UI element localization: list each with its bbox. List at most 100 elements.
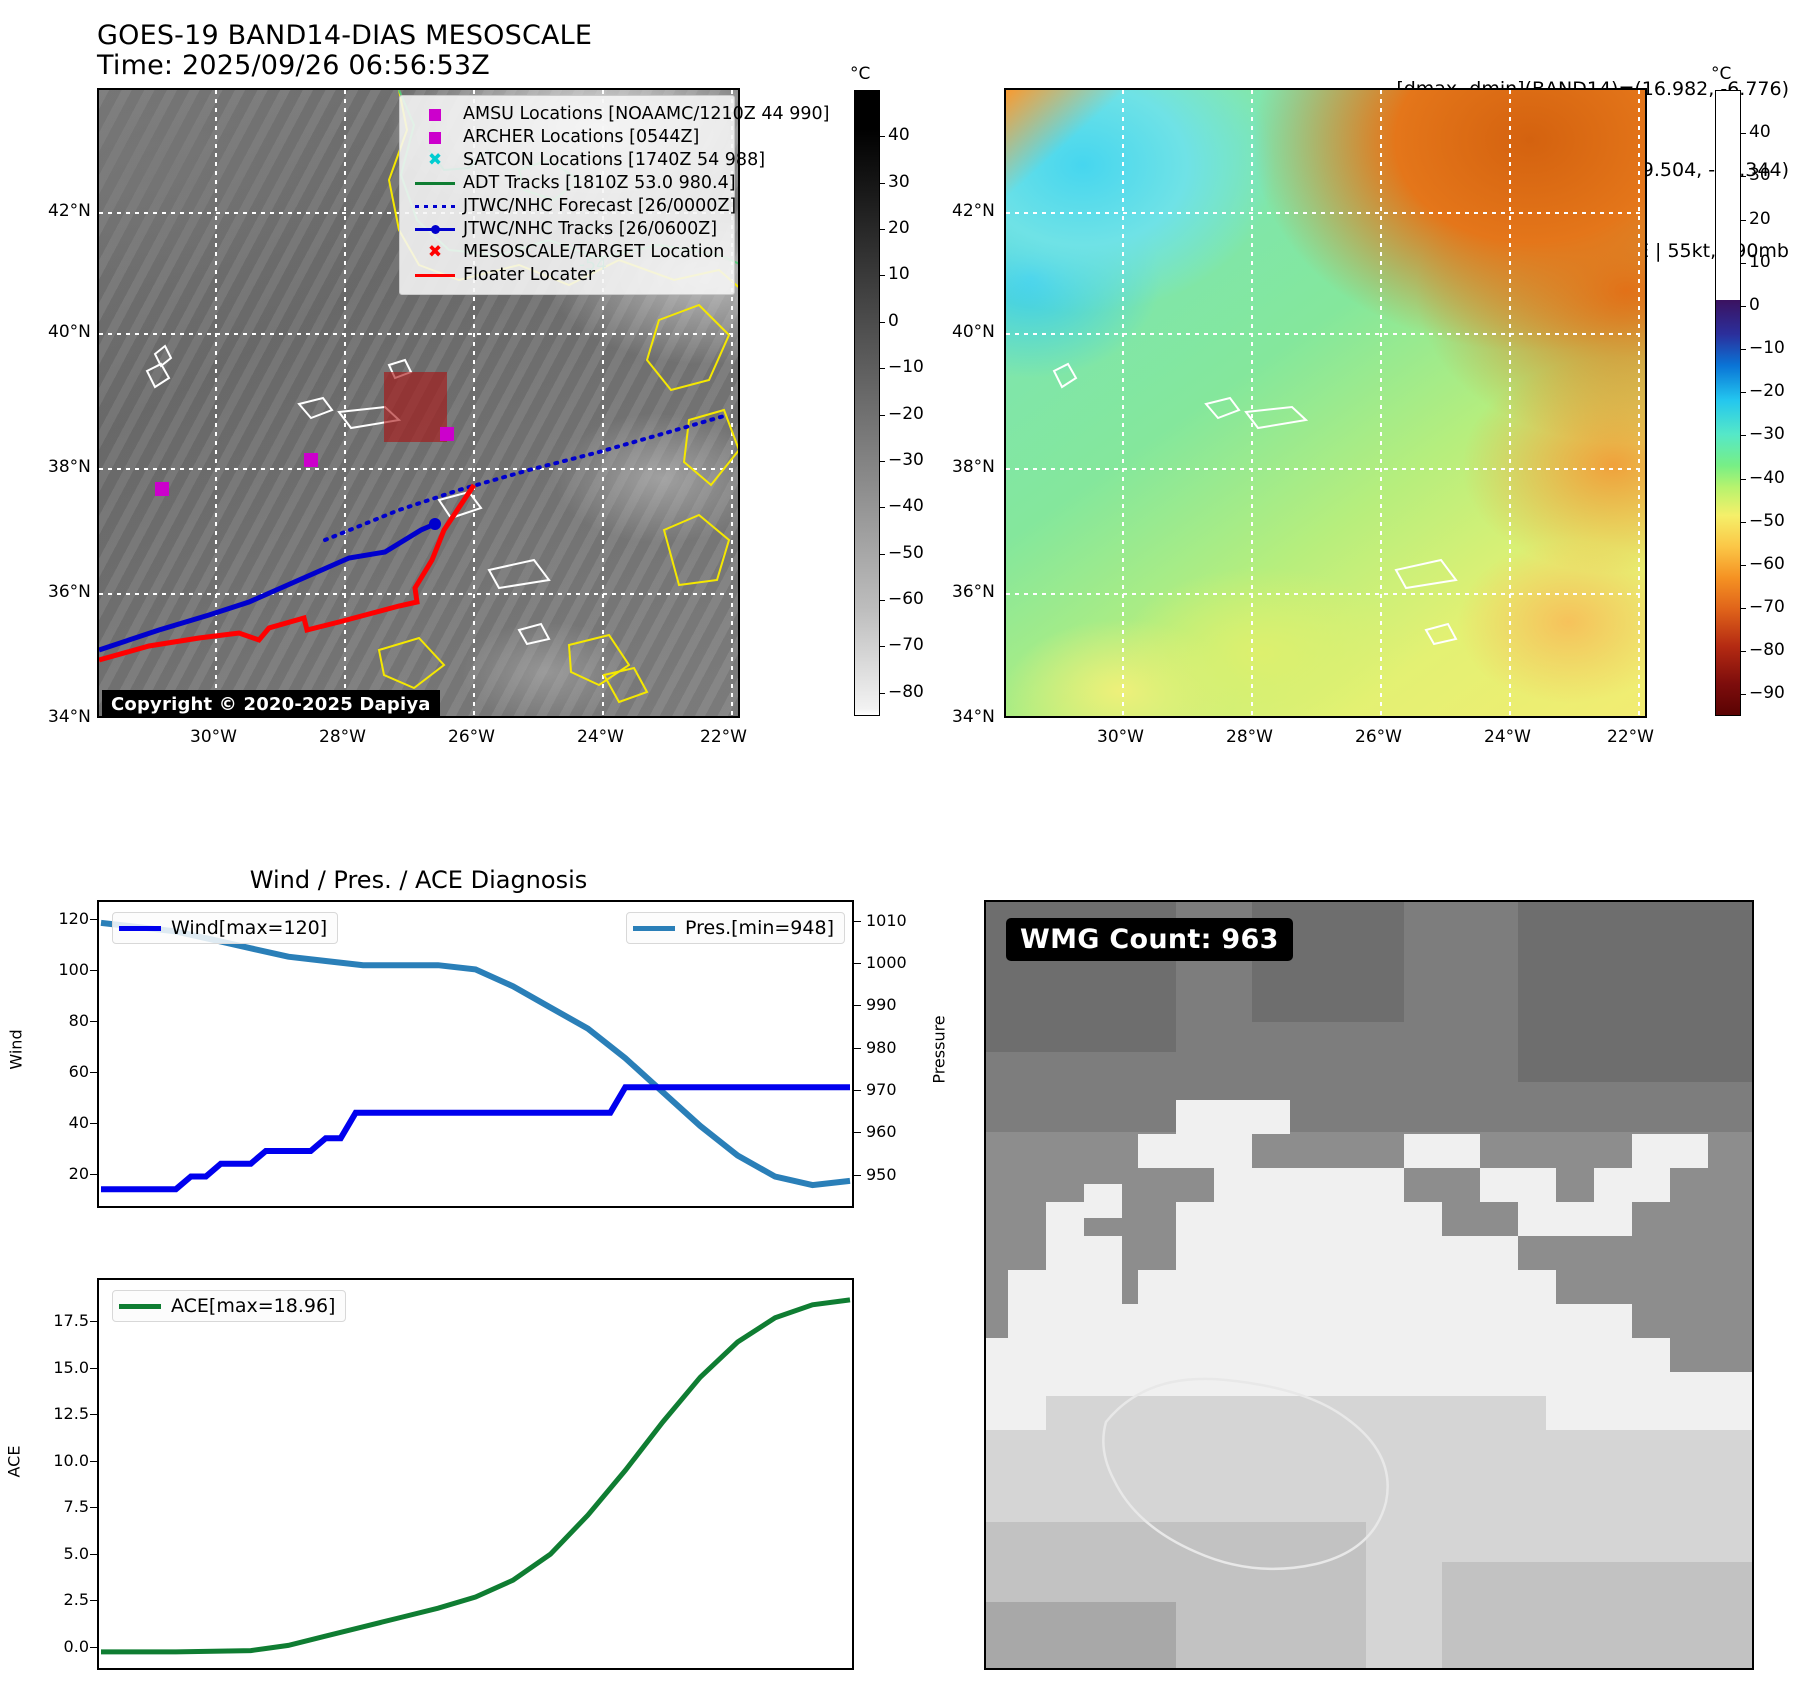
axis-tick-mark xyxy=(90,1414,97,1416)
lat-tick-label: 38°N xyxy=(952,457,995,477)
ace-chart[interactable] xyxy=(97,1278,854,1670)
grid-line-horizontal xyxy=(1006,333,1645,335)
colorbar-right xyxy=(1715,90,1741,716)
grid-line-horizontal xyxy=(99,468,738,470)
legend-item[interactable]: Floater Locater xyxy=(407,264,725,287)
axis-tick-label: 0.0 xyxy=(63,1636,89,1656)
legend-item[interactable]: JTWC/NHC Forecast [26/0000Z] xyxy=(407,195,736,218)
legend-label: Floater Locater xyxy=(463,264,596,285)
ace-line-swatch xyxy=(119,1303,161,1309)
wind-line-swatch xyxy=(119,925,161,931)
colorbar-tick-label: 0 xyxy=(1749,294,1760,315)
legend-item[interactable]: AMSU Locations [NOAAMC/1210Z 44 990] xyxy=(407,103,829,126)
colorbar-tick-mark xyxy=(880,136,885,138)
archer-location-marker xyxy=(440,427,454,441)
track-line-marker-icon xyxy=(407,225,463,234)
legend-pressure[interactable]: Pres.[min=948] xyxy=(626,912,845,944)
axis-tick-label: 5.0 xyxy=(63,1543,89,1563)
axis-tick-label: 990 xyxy=(866,995,897,1015)
legend-item[interactable]: ADT Tracks [1810Z 53.0 980.4] xyxy=(407,172,736,195)
colorbar-tick-label: 10 xyxy=(888,264,910,285)
colorbar-tick-mark xyxy=(880,414,885,416)
colorbar-tick-label: −20 xyxy=(1749,381,1785,402)
axis-tick-mark xyxy=(854,1047,861,1049)
axis-tick-label: 1000 xyxy=(866,953,907,973)
legend-item[interactable]: JTWC/NHC Tracks [26/0600Z] xyxy=(407,218,725,241)
axis-tick-mark xyxy=(854,920,861,922)
axis-tick-mark xyxy=(854,963,861,965)
axis-tick-mark xyxy=(854,1132,861,1134)
axis-tick-label: 1010 xyxy=(866,910,907,930)
colorbar-tick-mark xyxy=(880,368,885,370)
jtwc-best-track xyxy=(99,521,436,653)
lat-tick-label: 36°N xyxy=(48,582,91,602)
lat-tick-label: 42°N xyxy=(952,201,995,221)
axis-tick-mark xyxy=(854,1174,861,1176)
colorbar-tick-label: −10 xyxy=(888,357,924,378)
colorbar-tick-mark xyxy=(1741,219,1746,221)
page-subtitle-time: Time: 2025/09/26 06:56:53Z xyxy=(97,50,490,81)
forecast-dotted-line-icon xyxy=(407,205,463,208)
colorbar-tick-mark xyxy=(880,553,885,555)
mesoscale-target-box xyxy=(384,372,447,442)
colorbar-tick-mark xyxy=(880,460,885,462)
grid-line-vertical xyxy=(215,90,217,716)
grid-line-horizontal xyxy=(99,333,738,335)
wind-pressure-plot xyxy=(100,919,851,1193)
grid-line-horizontal xyxy=(1006,468,1645,470)
legend-item[interactable]: ✖ MESOSCALE/TARGET Location xyxy=(407,241,725,264)
wind-axis-title: Wind xyxy=(6,1029,26,1070)
wind-pressure-chart[interactable] xyxy=(97,900,854,1208)
axis-tick-label: 10.0 xyxy=(53,1450,89,1470)
colorbar-tick-label: 10 xyxy=(1749,251,1771,272)
awv-contours xyxy=(1052,362,1458,646)
grid-line-vertical xyxy=(602,90,604,716)
colorbar-tick-mark xyxy=(1741,435,1746,437)
colorbar-tick-mark xyxy=(1741,651,1746,653)
axis-tick-mark xyxy=(90,1646,97,1648)
grid-line-vertical xyxy=(344,90,346,716)
colorbar-tick-label: −90 xyxy=(1749,683,1785,704)
legend-item[interactable]: ARCHER Locations [0544Z] xyxy=(407,126,725,149)
legend-label-wind: Wind[max=120] xyxy=(171,917,328,939)
grid-line-vertical xyxy=(731,90,733,716)
ace-axis-title: ACE xyxy=(4,1445,24,1478)
wmg-panel[interactable] xyxy=(984,900,1754,1670)
colorbar-tick-mark xyxy=(880,692,885,694)
legend-ace[interactable]: ACE[max=18.96] xyxy=(112,1290,347,1322)
map-legend: AMSU Locations [NOAAMC/1210Z 44 990] ARC… xyxy=(399,95,829,295)
axis-tick-label: 80 xyxy=(68,1011,89,1031)
legend-wind[interactable]: Wind[max=120] xyxy=(112,912,339,944)
colorbar-tick-label: −30 xyxy=(888,449,924,470)
awv-satellite-map[interactable] xyxy=(1004,88,1647,718)
legend-item[interactable]: ✖ SATCON Locations [1740Z 54 988] xyxy=(407,149,765,172)
page-title: GOES-19 BAND14-DIAS MESOSCALE xyxy=(97,20,593,51)
colorbar-tick-label: −40 xyxy=(1749,467,1785,488)
jtwc-track-endpoint xyxy=(429,518,441,530)
lat-tick-label: 34°N xyxy=(48,707,91,727)
colorbar-tick-mark xyxy=(1741,564,1746,566)
lat-tick-label: 40°N xyxy=(952,322,995,342)
pressure-line-swatch xyxy=(633,925,675,931)
colorbar-tick-mark xyxy=(1741,176,1746,178)
lon-tick-label: 28°W xyxy=(1226,727,1273,747)
colorbar-tick-mark xyxy=(880,275,885,277)
colorbar-left-unit: °C xyxy=(850,64,871,84)
lon-tick-label: 28°W xyxy=(319,727,366,747)
lat-tick-label: 38°N xyxy=(48,457,91,477)
grid-line-vertical xyxy=(1251,90,1253,716)
lon-tick-label: 24°W xyxy=(1484,727,1531,747)
lat-tick-label: 34°N xyxy=(952,707,995,727)
amsu-square-icon xyxy=(407,108,463,121)
grid-line-horizontal xyxy=(1006,212,1645,214)
copyright-notice: Copyright © 2020-2025 Dapiya xyxy=(102,690,440,716)
axis-tick-label: 980 xyxy=(866,1037,897,1057)
awv-imagery xyxy=(1006,90,1645,716)
colorbar-tick-mark xyxy=(880,182,885,184)
axis-tick-mark xyxy=(90,1367,97,1369)
axis-tick-mark xyxy=(90,919,97,921)
colorbar-tick-mark xyxy=(880,321,885,323)
pressure-series-line xyxy=(100,919,851,1189)
colorbar-tick-mark xyxy=(880,600,885,602)
